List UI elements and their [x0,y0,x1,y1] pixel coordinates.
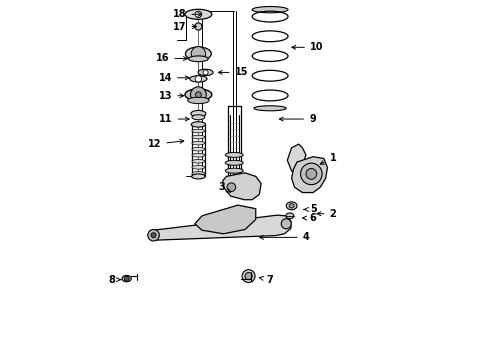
Ellipse shape [122,275,131,282]
Circle shape [195,76,201,82]
Text: 7: 7 [260,275,273,285]
Circle shape [151,233,156,238]
Ellipse shape [192,172,205,175]
Circle shape [227,183,236,192]
Ellipse shape [286,213,294,219]
Text: 13: 13 [159,91,184,101]
Circle shape [191,87,206,103]
Text: 14: 14 [159,73,189,83]
Text: 3: 3 [219,182,231,192]
Ellipse shape [192,147,205,151]
Circle shape [191,46,205,61]
Circle shape [281,219,291,229]
Circle shape [124,276,129,281]
Polygon shape [195,205,256,234]
Ellipse shape [192,135,205,139]
Ellipse shape [190,76,207,82]
Text: 11: 11 [159,114,189,124]
Circle shape [245,273,252,280]
Text: 4: 4 [260,232,309,242]
Circle shape [242,270,255,283]
Text: 18: 18 [173,9,202,19]
Text: 16: 16 [156,53,187,63]
Ellipse shape [289,204,294,208]
Text: 8: 8 [108,275,121,285]
Circle shape [195,11,201,18]
Ellipse shape [191,111,206,117]
Ellipse shape [192,129,205,133]
Text: 1: 1 [320,153,336,164]
Circle shape [300,163,322,185]
Text: 15: 15 [219,67,248,77]
Circle shape [148,229,159,241]
Ellipse shape [192,141,205,145]
Ellipse shape [192,174,205,179]
Ellipse shape [225,152,243,157]
Polygon shape [292,157,327,193]
Ellipse shape [192,153,205,157]
Ellipse shape [225,160,243,165]
Ellipse shape [186,47,211,60]
Text: 12: 12 [148,139,184,149]
Ellipse shape [189,56,208,62]
Text: 6: 6 [303,213,317,223]
Circle shape [196,92,201,98]
Ellipse shape [192,159,205,163]
Ellipse shape [185,9,212,19]
Polygon shape [223,173,261,200]
Text: 10: 10 [292,42,323,52]
Text: 5: 5 [304,204,317,215]
Ellipse shape [192,115,205,120]
Ellipse shape [192,166,205,169]
Ellipse shape [185,89,212,100]
Ellipse shape [286,202,297,210]
Polygon shape [287,144,306,173]
Ellipse shape [191,122,205,127]
Circle shape [195,23,202,30]
Text: 9: 9 [279,114,316,124]
Text: 17: 17 [173,22,196,32]
Ellipse shape [198,69,213,76]
Ellipse shape [252,6,288,13]
Ellipse shape [188,97,209,104]
Polygon shape [148,215,291,240]
Circle shape [306,168,317,179]
Ellipse shape [225,168,243,173]
Ellipse shape [254,106,286,111]
Text: 2: 2 [317,209,336,219]
Circle shape [203,70,208,75]
